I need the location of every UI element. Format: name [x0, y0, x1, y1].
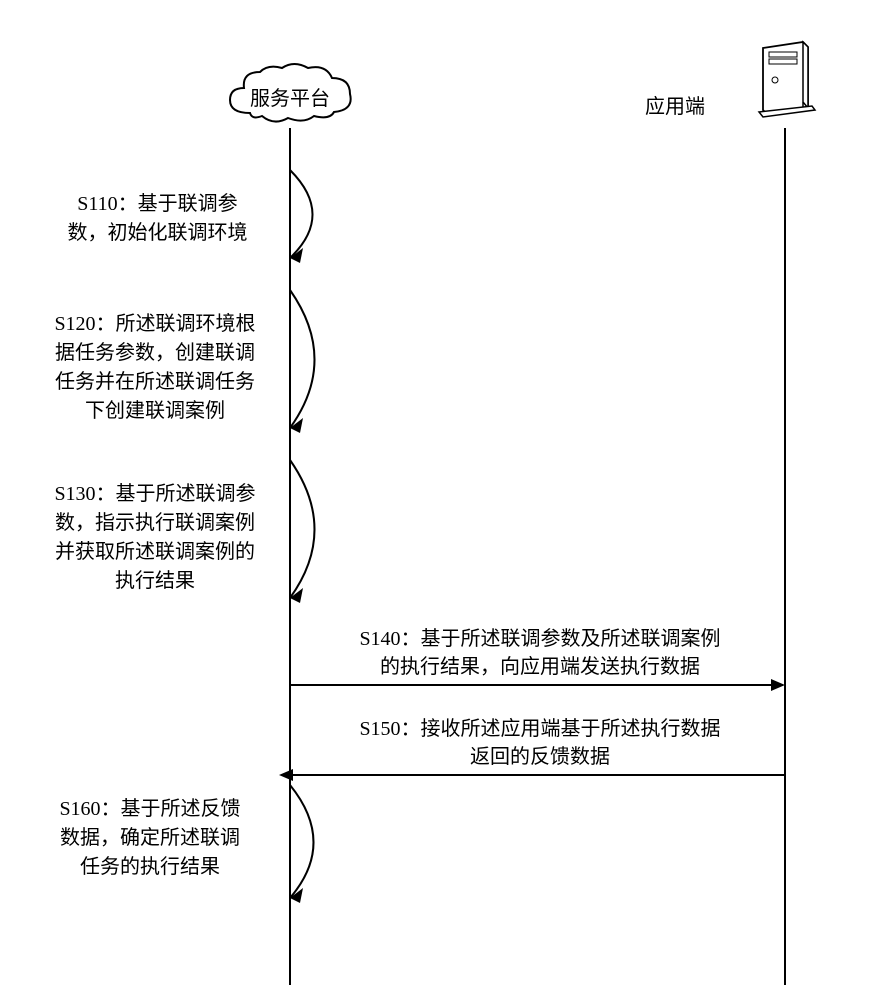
platform-cloud-icon: 服务平台 — [220, 58, 360, 128]
app-server-icon — [745, 30, 825, 125]
msg-s140-arrowhead — [771, 679, 785, 691]
msg-s150-line — [293, 774, 785, 776]
msg-s150-arrowhead — [279, 769, 293, 781]
app-label: 应用端 — [635, 90, 715, 119]
step-s130-text: S130：基于所述联调参数，指示执行联调案例并获取所述联调案例的执行结果 — [30, 480, 280, 596]
step-s110-text: S110：基于联调参数，初始化联调环境 — [40, 190, 275, 248]
step-s160-text: S160：基于所述反馈数据，确定所述联调任务的执行结果 — [30, 795, 270, 882]
step-s120-text: S120：所述联调环境根据任务参数，创建联调任务并在所述联调任务下创建联调案例 — [30, 310, 280, 426]
arc-s160 — [289, 785, 349, 915]
msg-s150-text: S150：接收所述应用端基于所述执行数据返回的反馈数据 — [320, 715, 760, 771]
app-lifeline — [784, 128, 786, 985]
msg-s140-text: S140：基于所述联调参数及所述联调案例的执行结果，向应用端发送执行数据 — [320, 625, 760, 681]
arc-s110 — [289, 170, 349, 275]
platform-label: 服务平台 — [220, 82, 360, 111]
msg-s140-line — [291, 684, 783, 686]
arc-s120 — [289, 290, 349, 445]
arc-s130 — [289, 460, 349, 615]
